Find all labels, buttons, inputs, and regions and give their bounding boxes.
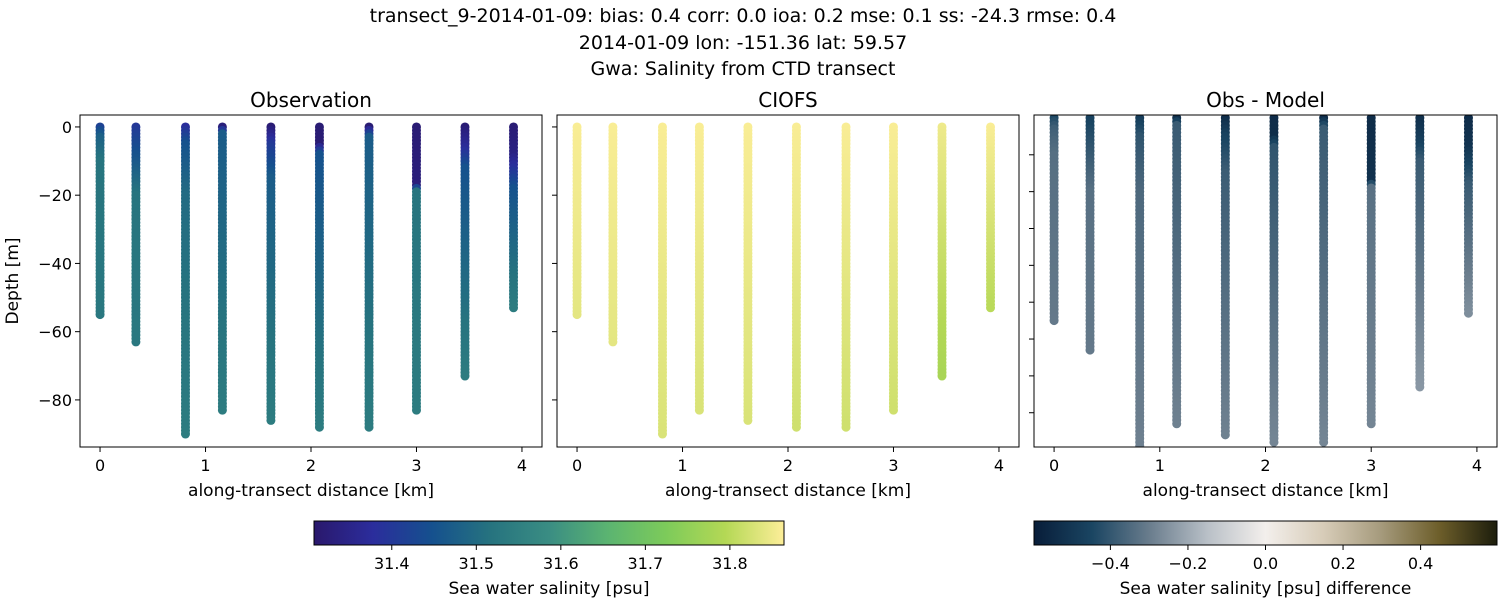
colorbar-0: 31.4 31.5 31.6 31.7 31.8 Sea water salinity [… [313, 520, 785, 599]
x-tick-label: 4 [1472, 456, 1482, 475]
data-point-station-8 [460, 371, 470, 381]
colorbar-tick-label: 0.0 [1253, 554, 1278, 573]
y-tick-label: −60 [38, 323, 72, 342]
x-tick-label: 1 [200, 456, 210, 475]
data-point-station-6 [841, 422, 851, 432]
panel-0: Observation 0 1 2 3 4 along-transect distance … [3, 88, 543, 501]
data-point-station-2 [1135, 441, 1145, 447]
data-point-station-2 [657, 429, 667, 439]
x-tick-label: 2 [306, 456, 316, 475]
x-tick-label: 3 [888, 456, 898, 475]
axes-frame [556, 114, 1020, 448]
data-point-station-6 [1319, 437, 1329, 447]
x-tick-label: 1 [677, 456, 687, 475]
colorbar-gradient [1033, 520, 1498, 546]
colorbar-tick-label: 31.4 [374, 554, 410, 573]
figure-title-line-2: 2014-01-09 lon: -151.36 lat: 59.57 [579, 32, 907, 54]
colorbar-label: Sea water salinity [psu] difference [1120, 579, 1412, 599]
colorbar-gradient [313, 520, 785, 546]
colorbar-tick-label: 31.7 [628, 554, 664, 573]
data-point-station-9 [1463, 308, 1473, 318]
panel-2: Obs - Model 0 1 2 3 4 along-transect distance … [1029, 88, 1498, 501]
colorbar-1: −0.4 −0.2 0.0 0.2 0.4 Sea water salinity [psu… [1033, 520, 1498, 599]
data-point-station-0 [572, 310, 582, 320]
data-point-station-3 [1172, 419, 1182, 429]
data-point-station-1 [608, 337, 618, 347]
x-tick-label: 1 [1155, 456, 1165, 475]
figure-title-line-1: transect_9-2014-01-09: bias: 0.4 corr: 0… [370, 5, 1117, 27]
data-point-station-4 [266, 415, 276, 425]
data-point-station-2 [1136, 445, 1144, 447]
colorbar-tick-label: −0.2 [1169, 554, 1208, 573]
y-tick-label: −20 [38, 186, 72, 205]
data-point-station-1 [131, 337, 141, 347]
data-point-station-1 [1085, 345, 1095, 355]
y-tick-label: −80 [38, 391, 72, 410]
data-point-station-5 [314, 422, 324, 432]
axes-frame [1033, 114, 1498, 448]
colorbar-tick-label: 31.5 [458, 554, 494, 573]
data-point-station-0 [1049, 316, 1059, 326]
colorbar-tick-label: −0.4 [1091, 554, 1130, 573]
data-point-station-3 [694, 405, 704, 415]
y-axis-label: Depth [m] [3, 237, 23, 324]
scatter-points [95, 122, 519, 439]
colorbar-tick-label: 0.4 [1408, 554, 1433, 573]
x-tick-label: 4 [517, 456, 527, 475]
x-tick-label: 2 [1260, 456, 1270, 475]
x-tick-label: 3 [411, 456, 421, 475]
axes-frame [79, 114, 543, 448]
data-point-station-3 [217, 405, 227, 415]
colorbar-label: Sea water salinity [psu] [449, 579, 650, 599]
panel-title: Observation [250, 88, 372, 112]
data-point-station-6 [364, 422, 374, 432]
x-tick-label: 4 [994, 456, 1004, 475]
data-point-station-9 [986, 303, 996, 313]
data-point-station-7 [1366, 419, 1376, 429]
data-point-station-9 [509, 303, 519, 313]
data-point-station-8 [937, 371, 947, 381]
scatter-points [1049, 115, 1473, 447]
y-tick-label: −40 [38, 254, 72, 273]
data-point-station-4 [743, 415, 753, 425]
data-point-station-2 [180, 429, 190, 439]
x-tick-label: 0 [95, 456, 105, 475]
data-point-station-4 [1220, 430, 1230, 440]
x-tick-label: 3 [1366, 456, 1376, 475]
x-axis-label: along-transect distance [km] [665, 481, 911, 501]
panel-1: CIOFS 0 1 2 3 4 along-transect distance [km] [552, 88, 1020, 501]
x-tick-label: 2 [783, 456, 793, 475]
data-point-station-7 [411, 405, 421, 415]
data-point-station-7 [888, 405, 898, 415]
figure-title-line-3: Gwa: Salinity from CTD transect [591, 58, 896, 80]
panel-title: CIOFS [758, 88, 817, 112]
scatter-points [572, 122, 996, 439]
x-axis-label: along-transect distance [km] [1143, 481, 1389, 501]
data-point-station-0 [95, 310, 105, 320]
data-point-station-8 [1415, 382, 1425, 392]
colorbar-tick-label: 31.6 [543, 554, 579, 573]
colorbar-tick-label: 31.8 [712, 554, 748, 573]
data-point-station-5 [1269, 437, 1279, 447]
colorbar-tick-label: 0.2 [1330, 554, 1355, 573]
data-point-station-5 [791, 422, 801, 432]
panel-title: Obs - Model [1206, 88, 1325, 112]
y-tick-label: 0 [62, 118, 72, 137]
x-axis-label: along-transect distance [km] [188, 481, 434, 501]
x-tick-label: 0 [572, 456, 582, 475]
x-tick-label: 0 [1049, 456, 1059, 475]
